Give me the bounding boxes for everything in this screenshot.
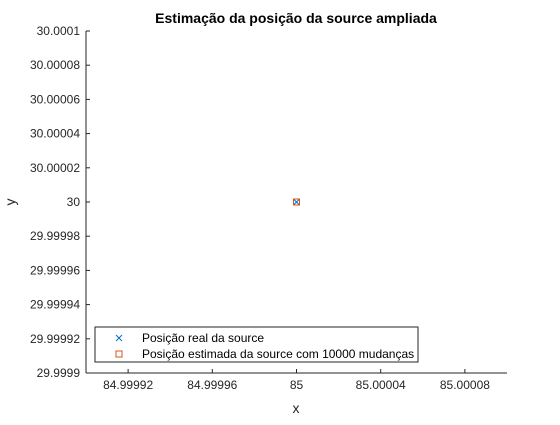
y-tick-label: 29.99996: [30, 263, 80, 277]
y-tick-label: 29.9999: [37, 366, 81, 380]
y-tick-label: 30.0001: [37, 24, 81, 38]
x-axis-ticks: 84.99992 84.99996 85 85.00004 85.00008: [103, 369, 490, 392]
legend-label-real: Posição real da source: [142, 331, 264, 345]
data-points: [293, 198, 300, 206]
marker-x-stroke: [115, 334, 123, 342]
y-tick-label: 30.00006: [30, 92, 80, 106]
x-tick-label: 84.99996: [187, 378, 237, 392]
legend-marker-glyph: [115, 350, 123, 358]
y-tick-label: 30: [67, 195, 81, 209]
x-axis-label: x: [293, 400, 300, 416]
y-tick-label: 30.00002: [30, 161, 80, 175]
data-point-series-0: [293, 198, 300, 206]
legend-box: [94, 326, 419, 363]
x-tick-label: 84.99992: [103, 378, 153, 392]
x-tick-label: 85.00008: [440, 378, 490, 392]
legend: Posição real da source Posição estimada …: [94, 326, 419, 363]
legend-marker-estimated: [115, 350, 123, 358]
marker-x-stroke: [293, 198, 300, 206]
y-axis-label: y: [2, 199, 18, 206]
y-tick-label: 30.00004: [30, 127, 80, 141]
y-tick-label: 30.00008: [30, 58, 80, 72]
legend-marker-real: [115, 334, 123, 342]
y-axis-ticks: 29.9999 29.99992 29.99994 29.99996 29.99998 3…: [30, 24, 90, 380]
x-tick-label: 85.00004: [356, 378, 406, 392]
y-tick-label: 29.99994: [30, 298, 80, 312]
data-point-series-1: [293, 198, 300, 206]
x-tick-label: 85: [290, 378, 304, 392]
chart-title: Estimação da posição da source ampliada: [155, 10, 437, 26]
legend-marker-glyph: [115, 334, 123, 342]
y-tick-label: 29.99998: [30, 229, 80, 243]
legend-label-estimated: Posição estimada da source com 10000 mud…: [142, 347, 414, 361]
y-tick-label: 29.99992: [30, 332, 80, 346]
